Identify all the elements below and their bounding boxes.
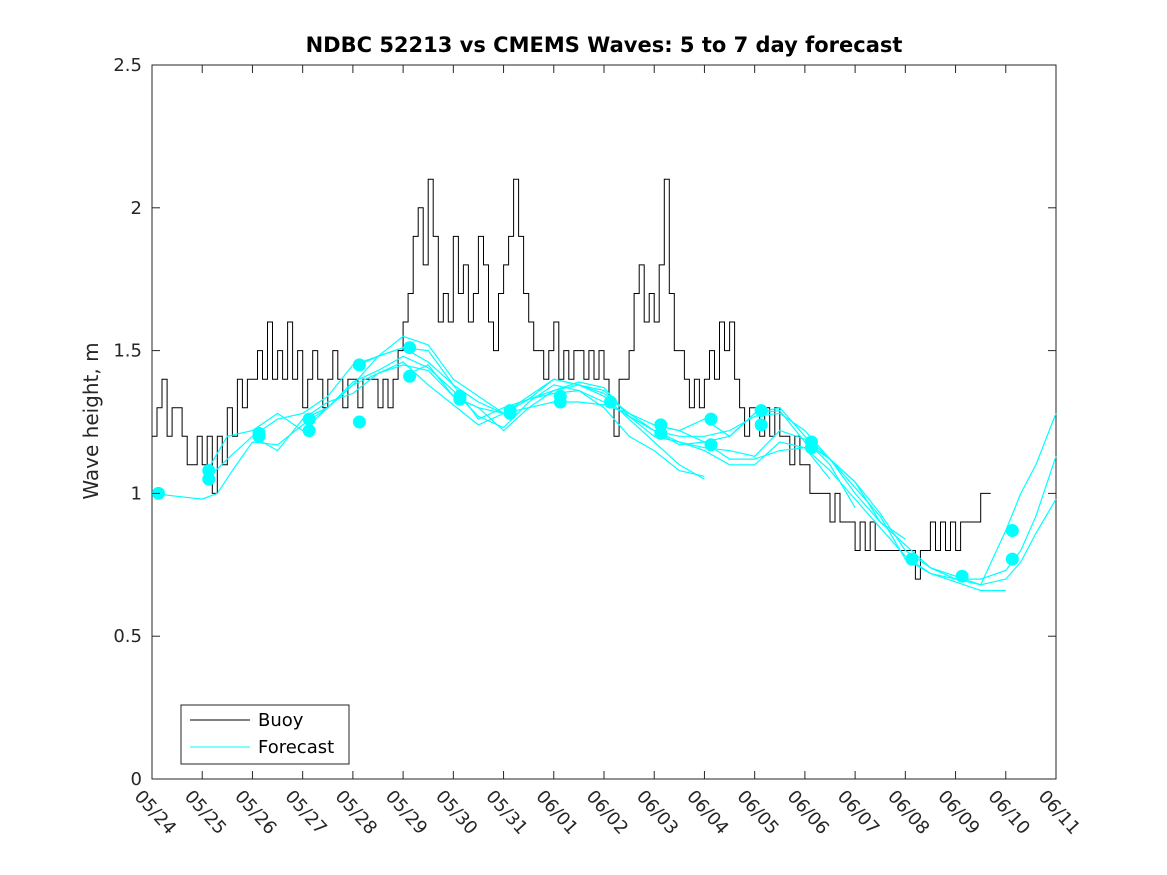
chart-title: NDBC 52213 vs CMEMS Waves: 5 to 7 day fo… xyxy=(306,33,903,57)
forecast-point xyxy=(252,426,266,440)
forecast-point xyxy=(403,341,417,355)
forecast-line-8 xyxy=(654,409,1057,586)
forecast-point xyxy=(553,395,567,409)
forecast-line-5 xyxy=(302,335,906,540)
buoy-series xyxy=(152,178,991,580)
forecast-line-9 xyxy=(804,441,1006,592)
forecast-series-markers xyxy=(152,341,1019,583)
forecast-point xyxy=(352,415,366,429)
forecast-point xyxy=(302,412,316,426)
forecast-point xyxy=(202,472,216,486)
forecast-point xyxy=(955,569,969,583)
legend-forecast-label: Forecast xyxy=(258,737,334,758)
forecast-point xyxy=(754,418,768,432)
forecast-point xyxy=(302,424,316,438)
forecast-point xyxy=(704,438,718,452)
y-tick-label: 0.5 xyxy=(113,626,142,647)
y-tick-label: 1 xyxy=(131,483,142,504)
plot-frame xyxy=(151,64,1057,780)
legend-buoy-label: Buoy xyxy=(258,710,304,731)
y-tick-label: 0 xyxy=(131,769,142,790)
forecast-line-2 xyxy=(206,361,705,480)
y-tick-label: 1.5 xyxy=(113,341,142,362)
legend-box xyxy=(180,704,350,765)
forecast-point xyxy=(1005,524,1019,537)
y-axis-label: Wave height, m xyxy=(79,342,103,499)
y-axis: 0 0.5 1 1.5 2 2.5 xyxy=(113,55,1056,790)
forecast-point xyxy=(905,552,919,566)
forecast-point xyxy=(654,426,668,440)
legend: Buoy Forecast xyxy=(180,704,350,765)
forecast-point xyxy=(1005,552,1019,566)
plot-area xyxy=(151,64,1057,780)
buoy-line xyxy=(152,178,991,580)
forecast-point xyxy=(704,412,718,426)
forecast-point xyxy=(804,441,818,455)
forecast-point xyxy=(453,392,467,406)
y-tick-label: 2.5 xyxy=(113,55,142,76)
y-tick-label: 2 xyxy=(131,198,142,219)
forecast-point xyxy=(503,406,517,420)
forecast-point xyxy=(352,358,366,372)
forecast-point xyxy=(604,395,617,409)
forecast-point xyxy=(403,369,417,383)
forecast-point xyxy=(754,404,768,418)
